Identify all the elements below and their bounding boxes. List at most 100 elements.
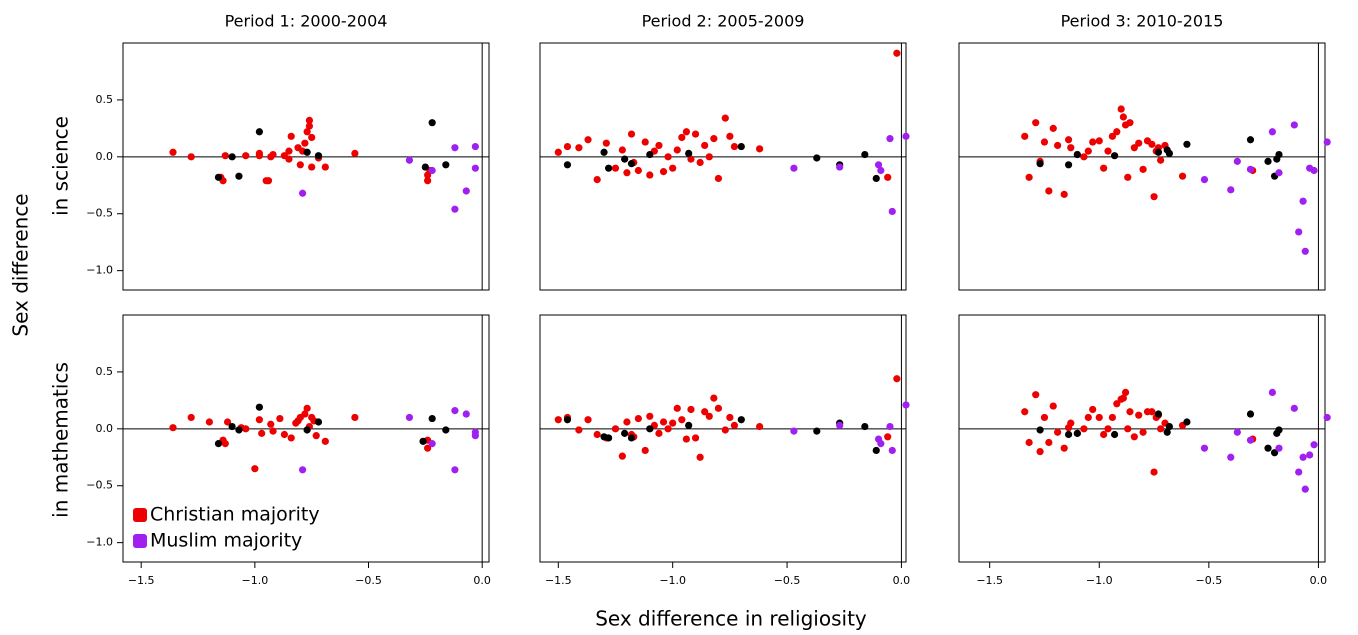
point: [287, 434, 295, 442]
point: [424, 177, 432, 185]
point: [1054, 428, 1062, 436]
point: [641, 446, 649, 455]
point: [691, 434, 700, 442]
point: [1165, 422, 1173, 431]
point: [1295, 468, 1303, 476]
point: [714, 174, 723, 183]
point: [611, 164, 620, 172]
point: [1200, 444, 1209, 452]
point: [696, 158, 704, 167]
point: [301, 410, 309, 418]
point: [813, 154, 821, 162]
point: [710, 394, 718, 402]
point: [1323, 413, 1331, 422]
point: [790, 164, 798, 172]
point: [264, 177, 273, 185]
point: [1270, 449, 1279, 457]
point: [893, 375, 901, 383]
x-tick-label: −1.5: [128, 574, 155, 587]
point: [1227, 453, 1235, 461]
plot-frame: [958, 42, 1326, 291]
point: [664, 153, 672, 161]
point: [1183, 140, 1191, 148]
point: [442, 161, 450, 169]
point: [701, 408, 709, 416]
point: [205, 418, 213, 426]
point: [646, 425, 654, 433]
point: [251, 465, 259, 473]
point: [287, 132, 295, 140]
point: [428, 440, 436, 448]
plot-frame: [122, 314, 490, 563]
point: [223, 418, 232, 426]
point: [682, 128, 691, 136]
point: [646, 150, 654, 159]
point: [714, 404, 723, 412]
point: [228, 422, 236, 431]
point: [1036, 426, 1044, 434]
point: [169, 424, 177, 432]
point: [790, 427, 798, 435]
point: [1036, 160, 1044, 168]
point: [884, 433, 892, 441]
point: [1246, 410, 1255, 418]
x-tick-label: −1.5: [976, 574, 1003, 587]
point: [298, 189, 307, 197]
plot-frame: [122, 42, 490, 291]
point: [1275, 169, 1283, 177]
point: [424, 444, 432, 452]
x-tick-label: −1.0: [1086, 574, 1113, 587]
y-axis-label: Sex difference: [9, 193, 33, 336]
point: [621, 155, 629, 163]
point: [563, 416, 572, 424]
point: [563, 142, 572, 151]
point: [886, 135, 894, 143]
plot-frame: [539, 314, 907, 563]
point: [169, 148, 177, 156]
point: [621, 429, 629, 437]
point: [602, 139, 610, 147]
point: [1049, 402, 1057, 410]
point: [1064, 136, 1073, 144]
point: [303, 128, 311, 136]
point: [312, 432, 320, 440]
point: [685, 149, 693, 158]
point: [737, 142, 745, 151]
point: [1054, 141, 1062, 150]
point: [1067, 419, 1075, 427]
point: [1200, 175, 1209, 184]
point: [451, 205, 459, 213]
x-axis-label: Sex difference in religiosity: [595, 607, 867, 631]
point: [1113, 128, 1121, 136]
point: [1323, 138, 1331, 146]
point: [872, 174, 880, 183]
point: [1111, 430, 1119, 439]
point: [1040, 138, 1049, 146]
point: [451, 466, 459, 474]
point: [593, 175, 601, 184]
point: [221, 440, 229, 448]
point: [1301, 247, 1309, 255]
point: [214, 173, 223, 181]
point: [756, 145, 764, 153]
point: [421, 163, 429, 171]
point: [669, 164, 677, 172]
point: [893, 49, 901, 57]
point: [687, 155, 695, 163]
point: [1049, 124, 1057, 132]
point: [1135, 139, 1143, 147]
point: [351, 413, 359, 422]
row-label: in mathematics: [49, 362, 73, 518]
point: [1130, 144, 1138, 152]
point: [303, 148, 311, 156]
point: [593, 430, 601, 439]
point: [611, 425, 620, 433]
point: [255, 416, 263, 424]
point: [1117, 105, 1125, 113]
row-label: in science: [49, 116, 73, 216]
point: [618, 146, 626, 154]
x-tick-label: −0.5: [774, 574, 801, 587]
point: [255, 152, 263, 160]
point: [321, 437, 329, 445]
